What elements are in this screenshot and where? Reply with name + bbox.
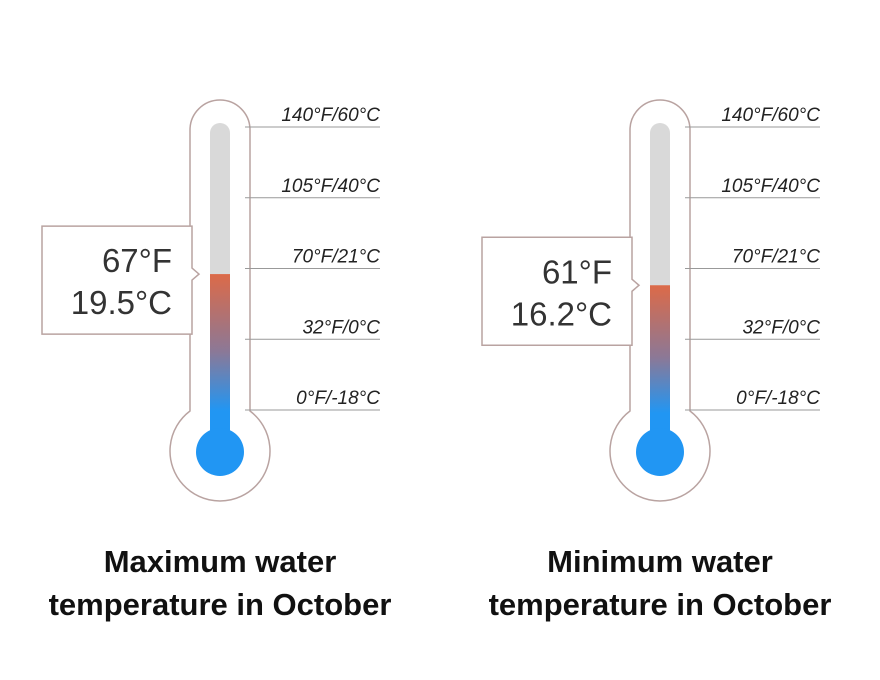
value-label-secondary: 19.5°C bbox=[71, 284, 172, 321]
thermometer-bulb bbox=[636, 428, 684, 476]
y-tick-label: 140°F/60°C bbox=[281, 105, 380, 126]
y-tick-label: 70°F/21°C bbox=[732, 247, 820, 268]
y-tick-label: 70°F/21°C bbox=[292, 247, 380, 268]
y-tick-label: 0°F/-18°C bbox=[736, 388, 820, 409]
thermometer-fill bbox=[210, 274, 230, 445]
y-tick-label: 32°F/0°C bbox=[742, 317, 820, 338]
chart-title: Maximum water temperature in October bbox=[48, 544, 392, 622]
y-tick-label: 140°F/60°C bbox=[721, 105, 820, 126]
y-tick-label: 105°F/40°C bbox=[281, 176, 380, 197]
y-tick-label: 0°F/-18°C bbox=[296, 388, 380, 409]
y-tick-label: 105°F/40°C bbox=[721, 176, 820, 197]
callout-box bbox=[41, 225, 201, 335]
thermometer-fill bbox=[650, 285, 670, 445]
value-label: 61°F bbox=[542, 253, 612, 290]
chart-title: Minimum water temperature in October bbox=[488, 544, 832, 622]
value-label-secondary: 16.2°C bbox=[511, 295, 612, 332]
y-tick-label: 32°F/0°C bbox=[302, 317, 380, 338]
callout-box bbox=[481, 236, 641, 347]
thermometer-bulb bbox=[196, 428, 244, 476]
value-label: 67°F bbox=[102, 242, 172, 279]
